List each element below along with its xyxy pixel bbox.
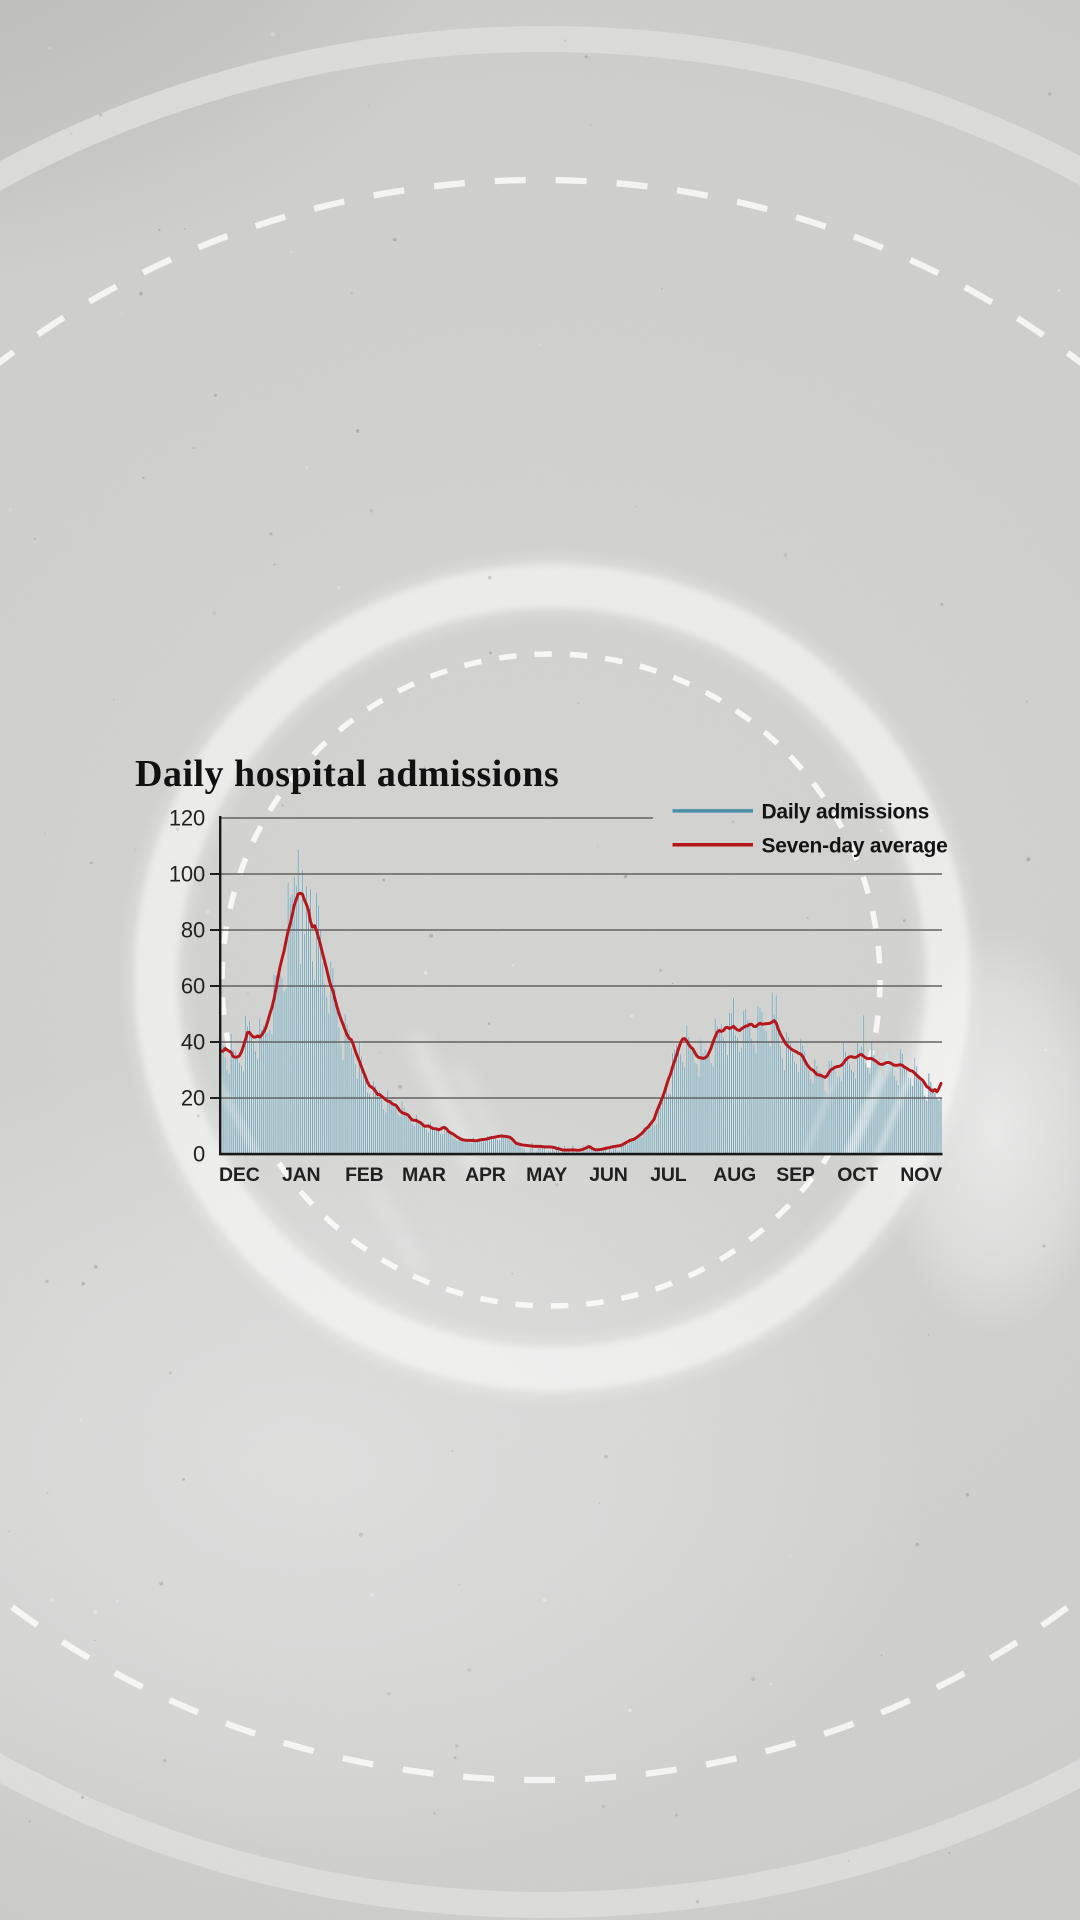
svg-text:Seven-day average: Seven-day average (762, 835, 948, 858)
svg-text:Daily hospital admissions: Daily hospital admissions (135, 753, 559, 795)
svg-text:Daily admissions: Daily admissions (762, 801, 930, 824)
